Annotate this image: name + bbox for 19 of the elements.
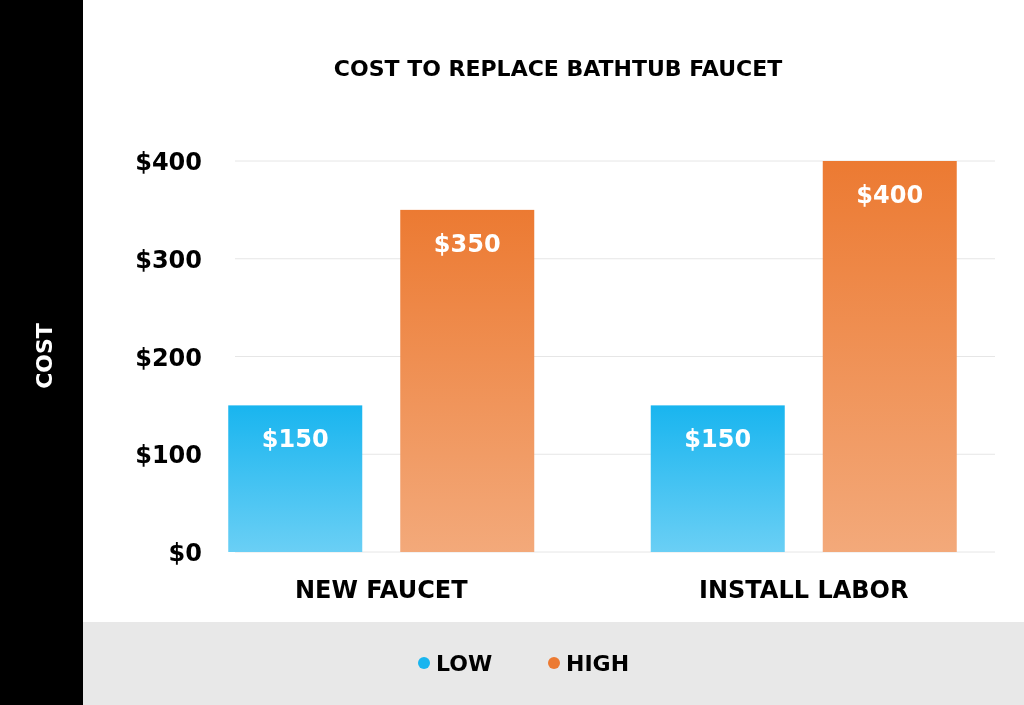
chart-title: COST TO REPLACE BATHTUB FAUCET (333, 56, 783, 81)
bar (822, 161, 957, 552)
y-tick-label: $100 (135, 441, 202, 470)
bar (650, 405, 785, 552)
y-tick-label: $200 (135, 343, 202, 372)
x-tick-label: NEW FAUCET (294, 576, 469, 604)
legend-label: HIGH (566, 651, 630, 676)
y-tick-label: $0 (168, 539, 202, 567)
data-label: $150 (684, 425, 752, 454)
y-tick-label: $400 (135, 148, 202, 176)
y-tick-label: $300 (135, 245, 202, 274)
x-tick-label: INSTALL LABOR (699, 576, 909, 604)
bar (400, 209, 535, 552)
legend-label: LOW (436, 651, 493, 676)
data-label: $150 (261, 425, 329, 454)
bar (228, 405, 363, 552)
y-axis-title: COST (32, 323, 57, 389)
data-label: $400 (856, 181, 924, 209)
data-label: $350 (433, 229, 501, 258)
